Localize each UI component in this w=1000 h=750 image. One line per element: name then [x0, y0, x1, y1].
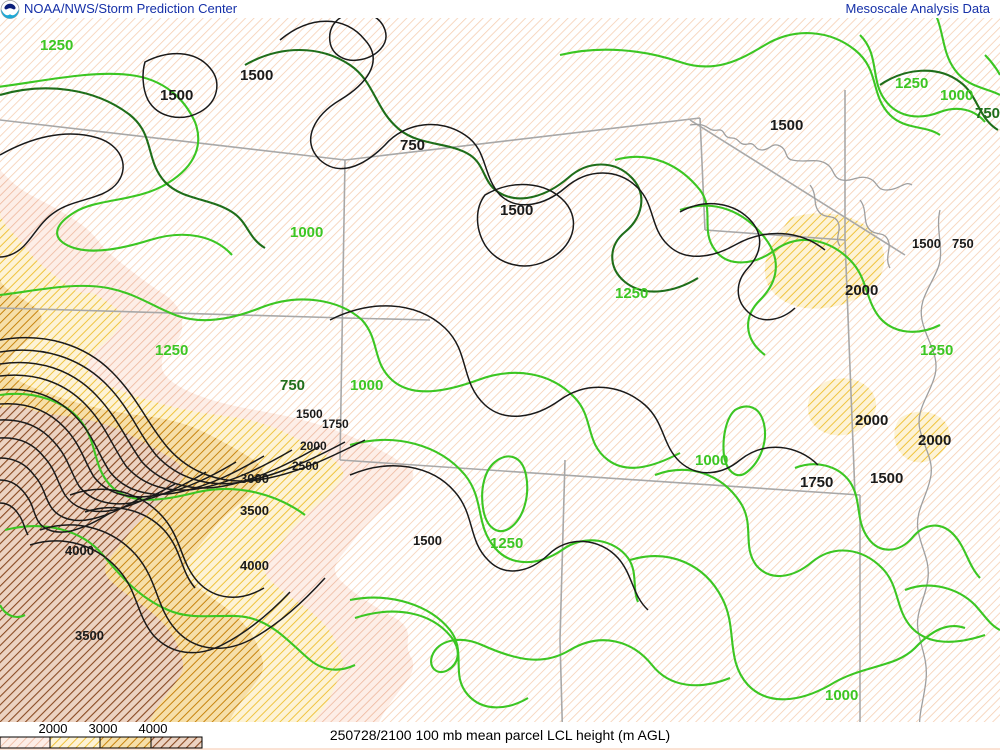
- svg-text:1000: 1000: [695, 452, 728, 469]
- svg-text:1000: 1000: [290, 224, 323, 241]
- svg-text:4000: 4000: [240, 558, 269, 573]
- svg-text:4000: 4000: [65, 543, 94, 558]
- svg-text:2000: 2000: [845, 282, 878, 299]
- svg-text:1500: 1500: [160, 87, 193, 104]
- svg-text:750: 750: [975, 105, 1000, 122]
- svg-text:1500: 1500: [770, 117, 803, 134]
- svg-text:1000: 1000: [350, 377, 383, 394]
- svg-text:750: 750: [952, 236, 974, 251]
- svg-text:250728/2100 100 mb mean parcel: 250728/2100 100 mb mean parcel LCL heigh…: [330, 727, 670, 743]
- svg-text:1250: 1250: [920, 342, 953, 359]
- svg-text:1500: 1500: [870, 470, 903, 487]
- svg-text:1250: 1250: [40, 37, 73, 54]
- svg-text:3000: 3000: [240, 471, 269, 486]
- svg-text:1500: 1500: [500, 202, 533, 219]
- svg-text:1000: 1000: [825, 687, 858, 704]
- svg-text:NOAA/NWS/Storm Prediction Cent: NOAA/NWS/Storm Prediction Center: [24, 1, 238, 16]
- svg-text:1250: 1250: [615, 285, 648, 302]
- svg-text:1500: 1500: [912, 236, 941, 251]
- svg-text:1750: 1750: [800, 474, 833, 491]
- svg-text:2500: 2500: [292, 459, 319, 473]
- svg-text:2000: 2000: [855, 412, 888, 429]
- svg-text:1250: 1250: [155, 342, 188, 359]
- svg-text:2000: 2000: [39, 721, 68, 736]
- svg-text:1500: 1500: [240, 67, 273, 84]
- svg-text:750: 750: [280, 377, 305, 394]
- svg-text:4000: 4000: [139, 721, 168, 736]
- svg-text:1750: 1750: [322, 417, 349, 431]
- svg-text:1000: 1000: [940, 87, 973, 104]
- svg-text:1250: 1250: [490, 535, 523, 552]
- svg-text:2000: 2000: [300, 439, 327, 453]
- svg-text:1500: 1500: [296, 407, 323, 421]
- svg-text:1500: 1500: [413, 533, 442, 548]
- svg-text:1250: 1250: [895, 75, 928, 92]
- svg-text:3500: 3500: [240, 503, 269, 518]
- svg-text:Mesoscale Analysis Data: Mesoscale Analysis Data: [845, 1, 990, 16]
- svg-text:3000: 3000: [89, 721, 118, 736]
- svg-text:2000: 2000: [918, 432, 951, 449]
- svg-text:750: 750: [400, 137, 425, 154]
- svg-text:3500: 3500: [75, 628, 104, 643]
